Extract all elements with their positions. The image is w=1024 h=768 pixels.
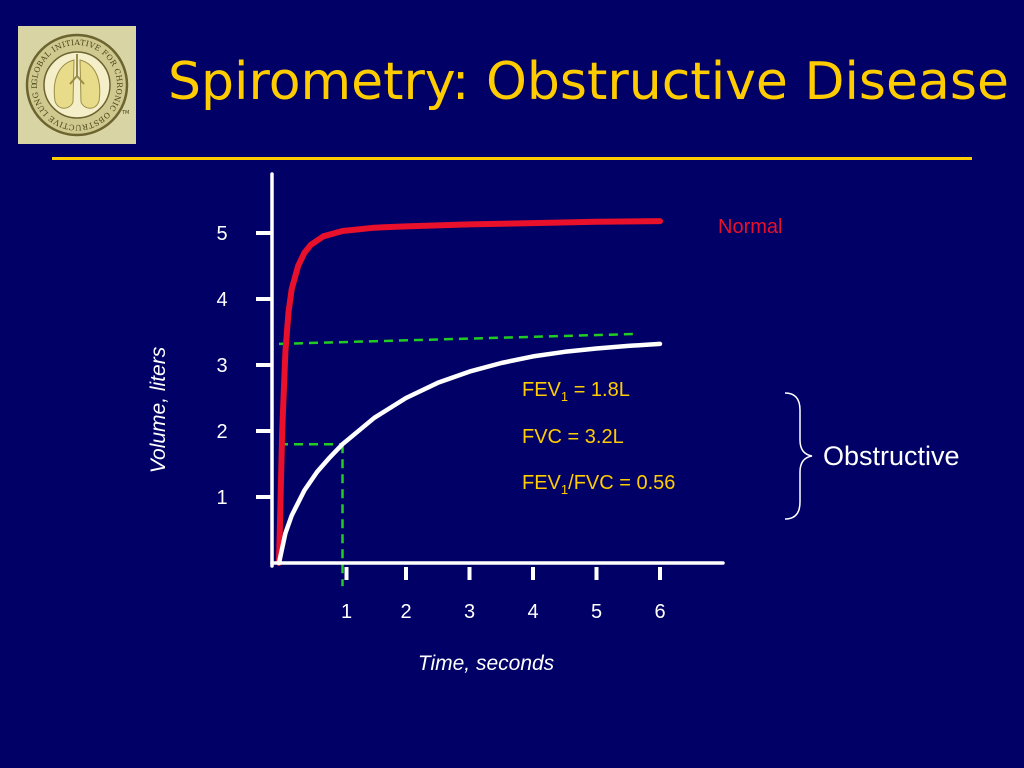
curves bbox=[276, 218, 663, 566]
fev1-annotation: FEV1 = 1.8L bbox=[522, 379, 630, 404]
ticks: 1 2 3 4 5 1 2 3 4 5 6 bbox=[216, 223, 665, 623]
legend-normal: Normal bbox=[718, 216, 782, 238]
slide-title: Spirometry: Obstructive Disease bbox=[168, 52, 1009, 112]
logo-mark: TM bbox=[121, 110, 129, 116]
y-axis-label: Volume, liters bbox=[147, 346, 170, 473]
y-tick-label: 3 bbox=[216, 355, 227, 377]
obstructive-label: Obstructive bbox=[823, 441, 960, 471]
obstructive-curve bbox=[276, 341, 663, 566]
y-tick-label: 1 bbox=[216, 487, 227, 509]
x-tick-label: 4 bbox=[527, 601, 538, 623]
x-tick-label: 2 bbox=[400, 601, 411, 623]
title-divider bbox=[52, 157, 972, 160]
y-tick-label: 5 bbox=[216, 223, 227, 245]
y-tick-label: 4 bbox=[216, 289, 227, 311]
axes bbox=[270, 172, 725, 568]
x-axis-label: Time, seconds bbox=[418, 652, 555, 675]
normal-curve bbox=[276, 218, 663, 566]
x-tick-label: 3 bbox=[464, 601, 475, 623]
obstructive-bracket bbox=[784, 392, 813, 520]
ratio-annotation: FEV1/FVC = 0.56 bbox=[522, 472, 675, 497]
guide-lines bbox=[278, 332, 635, 587]
y-tick-label: 2 bbox=[216, 421, 227, 443]
gold-logo: GLOBAL INITIATIVE FOR CHRONIC OBSTRUCTIV… bbox=[18, 26, 136, 144]
fvc-guide bbox=[278, 332, 635, 346]
x-tick-label: 1 bbox=[341, 601, 352, 623]
x-tick-label: 5 bbox=[591, 601, 602, 623]
x-tick-label: 6 bbox=[654, 601, 665, 623]
fvc-annotation: FVC = 3.2L bbox=[522, 426, 624, 448]
